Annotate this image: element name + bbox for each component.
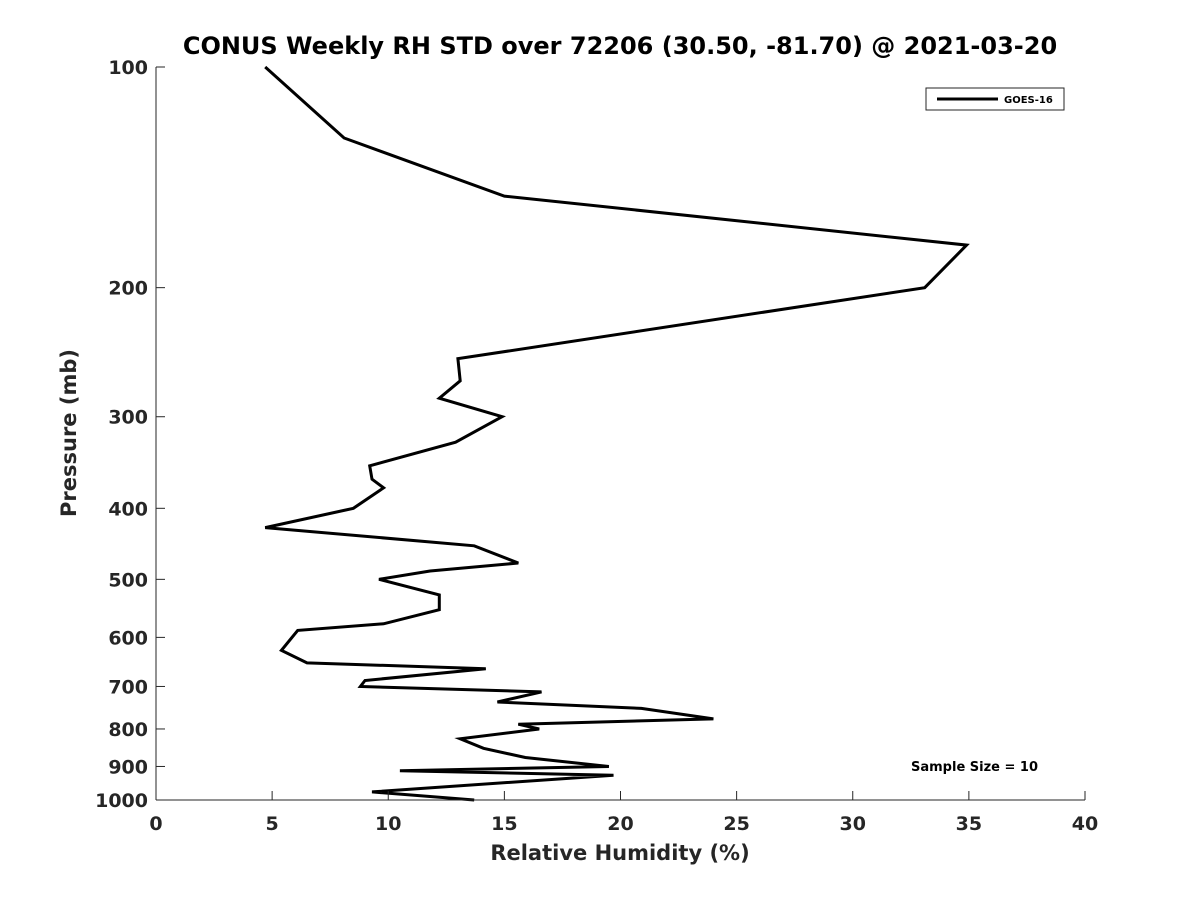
y-tick-label: 600: [108, 627, 148, 649]
y-axis-label: Pressure (mb): [57, 349, 81, 517]
y-tick-label: 900: [108, 756, 148, 778]
x-axis-ticks: 0 5 10 15 20 25 30 35 40: [149, 791, 1098, 835]
x-tick-label: 30: [840, 813, 866, 835]
y-tick-label: 100: [108, 57, 148, 79]
x-tick-label: 10: [375, 813, 401, 835]
x-tick-label: 0: [149, 813, 162, 835]
legend: GOES-16: [925, 87, 1065, 111]
y-tick-label: 700: [108, 676, 148, 698]
legend-label-goes-16: GOES-16: [1004, 95, 1053, 106]
y-tick-label: 500: [108, 569, 148, 591]
y-axis-ticks: 100 200 300 400 500 600 700 800 900 1000: [95, 57, 165, 812]
y-tick-label: 200: [108, 278, 148, 300]
x-tick-label: 35: [956, 813, 982, 835]
y-tick-label: 800: [108, 719, 148, 741]
y-tick-label: 1000: [95, 790, 148, 812]
x-tick-label: 40: [1072, 813, 1098, 835]
y-tick-label: 400: [108, 498, 148, 520]
x-tick-label: 20: [607, 813, 633, 835]
x-tick-label: 25: [723, 813, 749, 835]
x-axis-label: Relative Humidity (%): [490, 841, 749, 865]
x-tick-label: 15: [491, 813, 517, 835]
chart-title: CONUS Weekly RH STD over 72206 (30.50, -…: [183, 32, 1057, 60]
plot-layer: [264, 65, 970, 802]
plot-area: [156, 67, 1085, 800]
series-line-goes-16: [264, 65, 970, 802]
y-tick-label: 300: [108, 407, 148, 429]
x-tick-label: 5: [266, 813, 279, 835]
sample-size-annotation: Sample Size = 10: [911, 760, 1038, 775]
